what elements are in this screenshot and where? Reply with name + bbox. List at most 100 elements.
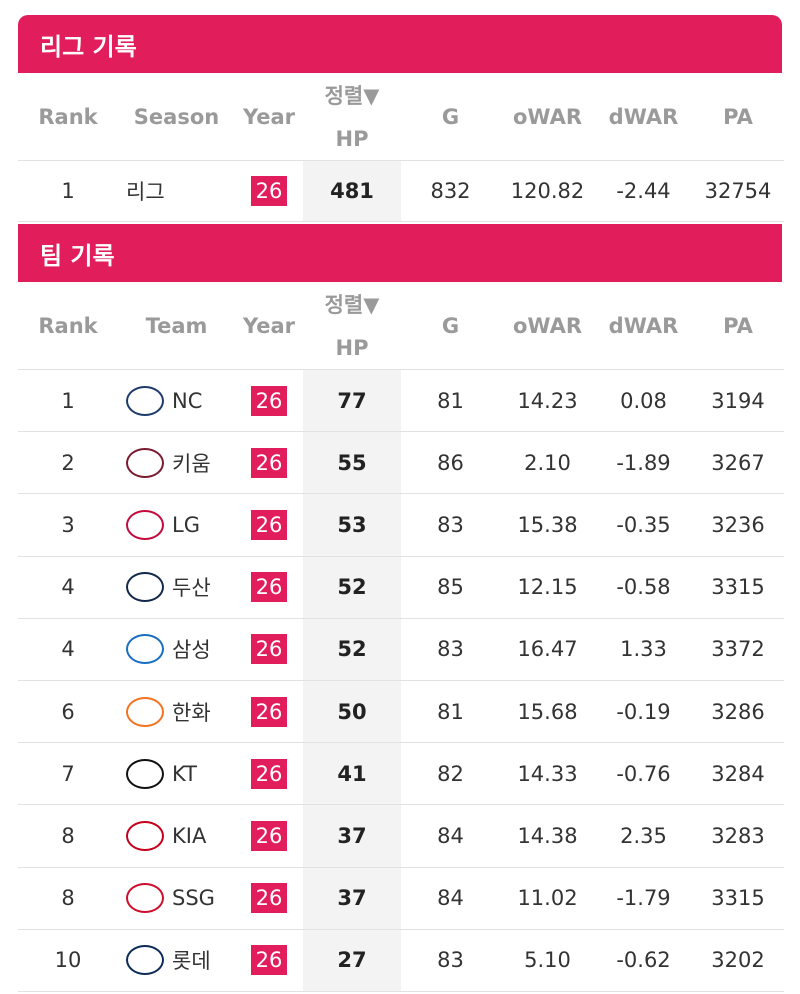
team-logo [126, 447, 164, 478]
cell-value: 12.15 [517, 575, 578, 600]
year-badge: 26 [250, 820, 288, 851]
year-cell: 26 [235, 930, 303, 991]
year-cell: 26 [235, 619, 303, 680]
sort-header[interactable]: 정렬▼ [324, 84, 380, 108]
cell-value: 3 [61, 512, 75, 537]
team-logo [126, 385, 164, 416]
year-cell: 26 [235, 681, 303, 742]
hp-value: 37 [303, 867, 401, 929]
table-row [18, 494, 784, 557]
cell-value: 120.82 [510, 179, 585, 203]
cell-value: 4 [61, 637, 75, 662]
cell-value: -2.44 [616, 179, 671, 203]
cell-value: 85 [437, 575, 464, 600]
table-row [18, 681, 784, 744]
cell-value: -0.58 [616, 575, 671, 600]
hp-value: 52 [303, 556, 401, 618]
column-header: Year [242, 314, 296, 338]
column-header: Season [133, 105, 220, 129]
cell-value: 0.08 [620, 388, 667, 413]
sort-header[interactable]: 정렬▼ [324, 293, 380, 317]
year-badge: 26 [250, 945, 288, 976]
table-row [18, 161, 784, 222]
table-row [18, 868, 784, 930]
column-header: G [441, 105, 460, 129]
cell-value: 1 [61, 179, 75, 203]
table-row [18, 743, 784, 806]
year-cell: 26 [235, 557, 303, 618]
table-row [18, 557, 784, 619]
cell-value: 2.10 [524, 450, 571, 475]
team-cell: NC [118, 370, 235, 431]
team-logo [126, 509, 164, 540]
cell-value: 3315 [711, 575, 765, 600]
team-cell: 두산 [118, 557, 235, 618]
year-cell: 26 [235, 161, 303, 221]
year-badge: 26 [250, 385, 288, 416]
team-logo [126, 758, 164, 789]
season-cell: 리그 [118, 161, 235, 221]
table-row [18, 805, 784, 868]
cell-value: 81 [437, 388, 464, 413]
column-header: oWAR [512, 314, 583, 338]
year-badge: 26 [250, 696, 288, 727]
column-header: HP [335, 127, 369, 151]
cell-value: 3194 [711, 388, 765, 413]
cell-value: 7 [61, 761, 75, 786]
team-name: 롯데 [172, 949, 211, 974]
cell-value: 83 [437, 637, 464, 662]
column-header: Team [145, 314, 208, 338]
cell-value: 2 [61, 450, 75, 475]
team-name: 두산 [172, 576, 211, 601]
team-cell: 한화 [118, 681, 235, 742]
cell-value: 3372 [711, 637, 765, 662]
cell-value: 83 [437, 948, 464, 973]
team-name: 키움 [172, 451, 211, 476]
cell-value: 3315 [711, 886, 765, 911]
hp-value: 53 [303, 494, 401, 556]
hp-value: 55 [303, 432, 401, 494]
cell-value: -0.19 [616, 699, 671, 724]
column-header: dWAR [608, 105, 679, 129]
hp-value: 77 [303, 370, 401, 432]
team-name: NC [172, 388, 203, 413]
team-name: SSG [172, 886, 215, 911]
column-header: Year [242, 105, 296, 129]
team-logo [126, 572, 164, 603]
cell-value: 1 [61, 388, 75, 413]
team-cell: KT [118, 743, 235, 804]
header-row [18, 282, 784, 370]
cell-value: 84 [437, 823, 464, 848]
cell-value: 83 [437, 512, 464, 537]
section-title: 리그 기록 [18, 15, 782, 73]
team-name: 한화 [172, 700, 211, 725]
year-cell: 26 [235, 805, 303, 866]
cell-value: 86 [437, 450, 464, 475]
cell-value: 32754 [704, 179, 772, 203]
cell-value: 3286 [711, 699, 765, 724]
cell-value: 3284 [711, 761, 765, 786]
cell-value: 10 [54, 948, 82, 973]
year-cell: 26 [235, 432, 303, 493]
table-row [18, 432, 784, 495]
cell-value: 14.33 [517, 761, 578, 786]
hp-value: 37 [303, 805, 401, 867]
team-cell: 삼성 [118, 619, 235, 680]
cell-value: 4 [61, 575, 75, 600]
year-badge: 26 [250, 634, 288, 665]
column-header: G [441, 314, 460, 338]
cell-value: 1.33 [620, 637, 667, 662]
year-badge: 26 [250, 572, 288, 603]
table-row [18, 370, 784, 433]
cell-value: 11.02 [517, 886, 578, 911]
year-badge: 26 [250, 758, 288, 789]
cell-value: -0.76 [616, 761, 671, 786]
cell-value: 3283 [711, 823, 765, 848]
team-cell: LG [118, 494, 235, 555]
team-cell: 롯데 [118, 930, 235, 991]
team-logo [126, 945, 164, 976]
team-name: LG [172, 512, 200, 537]
team-cell: KIA [118, 805, 235, 866]
hp-value: 27 [303, 929, 401, 991]
